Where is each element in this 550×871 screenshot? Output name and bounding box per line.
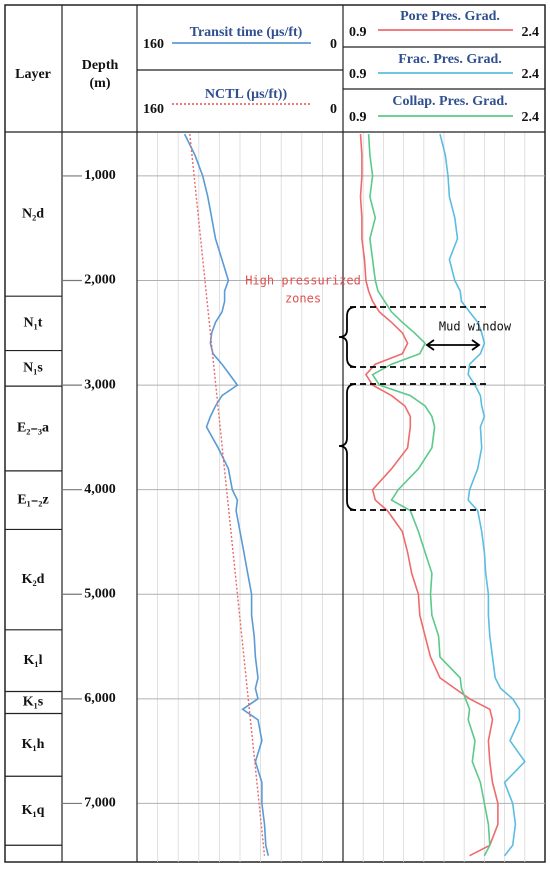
y-tick-label: 3,000 <box>84 377 116 392</box>
legend-title: Transit time (μs/ft) <box>190 25 303 40</box>
scale-right: 2.4 <box>522 25 540 40</box>
layer-label: E₁₋₂z <box>17 492 48 507</box>
curve <box>189 134 266 856</box>
scale-right: 2.4 <box>522 110 540 125</box>
legend-title: Pore Pres. Grad. <box>400 9 500 24</box>
frame <box>4 4 546 863</box>
y-tick-label: 6,000 <box>84 691 116 706</box>
y-tick-label: 7,000 <box>84 796 116 811</box>
y-tick-label: 4,000 <box>84 482 116 497</box>
brace <box>338 306 357 368</box>
layer-label: N₂d <box>22 206 44 221</box>
annotation: High pressurized <box>245 274 361 288</box>
layer-label: K₂d <box>22 572 45 587</box>
layer-label: N₁t <box>24 316 43 331</box>
layer-label: K₁l <box>24 653 43 668</box>
annotations: High pressurized zones Mud window <box>245 274 512 511</box>
curve <box>367 134 491 857</box>
scale-left: 0.9 <box>349 25 367 40</box>
curves <box>183 133 526 857</box>
y-tick-label: 2,000 <box>84 273 116 288</box>
layer-label: N₁s <box>23 361 43 376</box>
layer-label: K₁q <box>22 803 45 818</box>
structure <box>5 5 545 862</box>
layer-label: K₁h <box>22 737 45 752</box>
annotation: zones <box>285 292 321 306</box>
legend-title: Frac. Pres. Grad. <box>398 52 502 67</box>
curve <box>359 134 499 857</box>
scale-right: 0 <box>330 102 337 117</box>
scale-left: 0.9 <box>349 67 367 82</box>
legend-title: NCTL (μs/ft)) <box>205 87 288 102</box>
zone-markers <box>338 306 486 511</box>
layer-label: K₁s <box>23 695 44 710</box>
scale-left: 0.9 <box>349 110 367 125</box>
curve <box>439 133 526 857</box>
scale-right: 0 <box>330 37 337 52</box>
layer-header: Layer <box>15 67 51 82</box>
depth-header: (m) <box>90 76 111 91</box>
brace <box>338 383 357 511</box>
depth-header: Depth <box>82 58 119 73</box>
annotation: Mud window <box>439 320 512 334</box>
scale-right: 2.4 <box>522 67 540 82</box>
scale-left: 160 <box>143 102 164 117</box>
arrow-head <box>425 339 481 351</box>
curve <box>183 133 270 856</box>
y-tick-label: 1,000 <box>84 168 116 183</box>
scale-left: 160 <box>143 37 164 52</box>
layer-label: E₂₋₃a <box>17 421 49 436</box>
y-tick-label: 5,000 <box>84 586 116 601</box>
grid <box>137 132 545 862</box>
legend-title: Collap. Pres. Grad. <box>392 94 507 109</box>
